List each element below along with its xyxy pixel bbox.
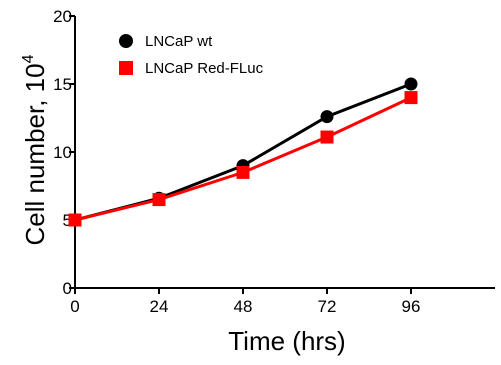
y-tick-label: 5 bbox=[63, 211, 72, 230]
axes bbox=[74, 16, 495, 289]
x-tick-label: 96 bbox=[402, 297, 421, 316]
legend-label-red-fluc: LNCaP Red-FLuc bbox=[145, 60, 264, 77]
y-axis-title-base: Cell number, 10 bbox=[20, 63, 50, 245]
y-tick-label: 20 bbox=[53, 7, 72, 26]
data-point-red-fluc bbox=[320, 130, 334, 144]
x-axis-title: Time (hrs) bbox=[228, 326, 345, 356]
legend-marker-red-fluc bbox=[119, 61, 133, 75]
ticks: 0 5 10 15 20 0 24 48 72 96 bbox=[53, 7, 420, 316]
data-point-red-fluc bbox=[236, 165, 250, 179]
y-tick-label: 10 bbox=[53, 143, 72, 162]
series-layer bbox=[68, 77, 418, 227]
series-line-red-fluc bbox=[74, 96, 412, 222]
y-axis-title: Cell number, 104 bbox=[20, 54, 50, 245]
data-point-red-fluc bbox=[152, 193, 166, 207]
legend: LNCaP wt LNCaP Red-FLuc bbox=[119, 33, 264, 77]
data-point-wt bbox=[320, 110, 334, 124]
y-tick-label: 15 bbox=[53, 75, 72, 94]
series-line-wt bbox=[74, 82, 412, 222]
legend-label-wt: LNCaP wt bbox=[145, 33, 213, 50]
data-point-red-fluc bbox=[68, 213, 82, 227]
y-tick-label: 0 bbox=[63, 279, 72, 298]
data-point-wt bbox=[404, 77, 418, 91]
legend-marker-wt bbox=[119, 34, 133, 48]
x-tick-label: 48 bbox=[234, 297, 253, 316]
data-point-red-fluc bbox=[404, 91, 418, 105]
x-tick-label: 72 bbox=[318, 297, 337, 316]
y-axis-title-exponent: 4 bbox=[20, 54, 37, 63]
x-tick-label: 0 bbox=[70, 297, 79, 316]
x-tick-label: 24 bbox=[150, 297, 169, 316]
